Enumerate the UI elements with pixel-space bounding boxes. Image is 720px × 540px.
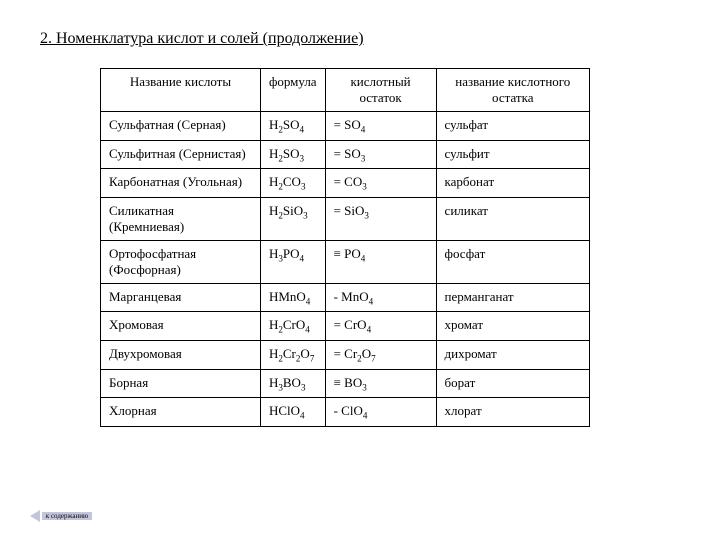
header-residue: кислотный остаток (325, 69, 436, 112)
cell-resname: сульфит (436, 140, 589, 169)
table-row: Сульфатная (Серная)H2SO4= SO4сульфат (101, 112, 590, 141)
table-row: Силикатная (Кремниевая)H2SiO3= SiO3силик… (101, 197, 590, 240)
arrow-left-icon (30, 510, 40, 522)
cell-formula: H2CrO4 (260, 312, 325, 341)
cell-name: Марганцевая (101, 283, 261, 312)
cell-resname: карбонат (436, 169, 589, 198)
table-row: МарганцеваяHMnO4- MnO4перманганат (101, 283, 590, 312)
cell-formula: H2CO3 (260, 169, 325, 198)
cell-name: Сульфитная (Сернистая) (101, 140, 261, 169)
table-row: ХромоваяH2CrO4= CrO4хромат (101, 312, 590, 341)
cell-formula: H2SO4 (260, 112, 325, 141)
cell-formula: H2SiO3 (260, 197, 325, 240)
table-row: Сульфитная (Сернистая)H2SO3= SO3сульфит (101, 140, 590, 169)
page-title: 2. Номенклатура кислот и солей (продолже… (40, 30, 680, 48)
cell-name: Хромовая (101, 312, 261, 341)
cell-resname: фосфат (436, 240, 589, 283)
table-row: ДвухромоваяH2Cr2O7= Cr2O7дихромат (101, 340, 590, 369)
cell-formula: H3PO4 (260, 240, 325, 283)
cell-name: Силикатная (Кремниевая) (101, 197, 261, 240)
cell-resname: борат (436, 369, 589, 398)
back-link-label: к содержанию (42, 512, 92, 520)
cell-formula: H2SO3 (260, 140, 325, 169)
cell-residue: - ClO4 (325, 398, 436, 427)
back-to-contents-link[interactable]: к содержанию (30, 510, 92, 522)
cell-name: Хлорная (101, 398, 261, 427)
cell-residue: = SO3 (325, 140, 436, 169)
cell-residue: = CO3 (325, 169, 436, 198)
cell-formula: H3BO3 (260, 369, 325, 398)
cell-resname: силикат (436, 197, 589, 240)
header-resname: название кислотного остатка (436, 69, 589, 112)
header-name: Название кислоты (101, 69, 261, 112)
cell-resname: перманганат (436, 283, 589, 312)
cell-residue: ≡ PO4 (325, 240, 436, 283)
cell-residue: ≡ BO3 (325, 369, 436, 398)
cell-name: Сульфатная (Серная) (101, 112, 261, 141)
table-body: Сульфатная (Серная)H2SO4= SO4сульфатСуль… (101, 112, 590, 427)
cell-resname: дихромат (436, 340, 589, 369)
cell-residue: = CrO4 (325, 312, 436, 341)
table-row: Ортофосфатная (Фосфорная)H3PO4≡ PO4фосфа… (101, 240, 590, 283)
cell-residue: = SiO3 (325, 197, 436, 240)
cell-resname: хромат (436, 312, 589, 341)
table-header-row: Название кислоты формула кислотный остат… (101, 69, 590, 112)
cell-name: Двухромовая (101, 340, 261, 369)
acids-table: Название кислоты формула кислотный остат… (100, 68, 590, 427)
cell-formula: H2Cr2O7 (260, 340, 325, 369)
cell-residue: = Cr2O7 (325, 340, 436, 369)
cell-residue: - MnO4 (325, 283, 436, 312)
header-formula: формула (260, 69, 325, 112)
cell-name: Карбонатная (Угольная) (101, 169, 261, 198)
cell-name: Ортофосфатная (Фосфорная) (101, 240, 261, 283)
cell-formula: HClO4 (260, 398, 325, 427)
cell-resname: сульфат (436, 112, 589, 141)
table-row: Карбонатная (Угольная)H2CO3= CO3карбонат (101, 169, 590, 198)
cell-name: Борная (101, 369, 261, 398)
cell-formula: HMnO4 (260, 283, 325, 312)
table-row: ХлорнаяHClO4- ClO4хлорат (101, 398, 590, 427)
table-row: БорнаяH3BO3≡ BO3борат (101, 369, 590, 398)
cell-residue: = SO4 (325, 112, 436, 141)
cell-resname: хлорат (436, 398, 589, 427)
